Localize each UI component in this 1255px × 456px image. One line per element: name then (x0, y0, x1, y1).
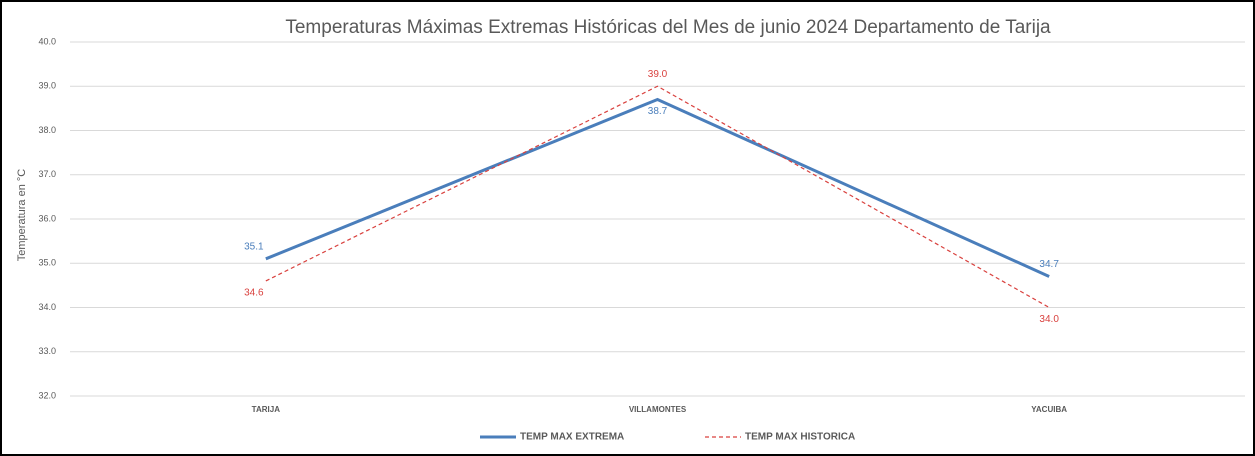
y-tick-label: 38.0 (38, 125, 56, 135)
legend-label: TEMP MAX EXTREMA (520, 432, 624, 443)
data-label: 38.7 (648, 106, 668, 117)
y-tick-label: 33.0 (38, 346, 56, 356)
data-label: 34.7 (1039, 259, 1059, 270)
y-tick-label: 35.0 (38, 258, 56, 268)
x-tick-label: YACUIBA (1031, 405, 1067, 414)
y-tick-label: 37.0 (38, 169, 56, 179)
y-tick-label: 36.0 (38, 213, 56, 223)
x-tick-label: VILLAMONTES (629, 405, 687, 414)
data-label: 34.6 (244, 288, 264, 299)
y-tick-label: 39.0 (38, 81, 56, 91)
chart-title: Temperaturas Máximas Extremas Históricas… (285, 17, 1051, 38)
data-label: 39.0 (648, 69, 668, 80)
y-tick-label: 40.0 (38, 36, 56, 46)
y-axis-label: Temperatura en °C (16, 169, 28, 261)
series-line (265, 97, 1050, 278)
y-tick-label: 32.0 (38, 390, 56, 400)
legend-label: TEMP MAX HISTORICA (745, 432, 855, 443)
x-tick-label: TARIJA (252, 405, 281, 414)
data-label: 34.0 (1039, 314, 1059, 325)
series-line (265, 85, 1050, 309)
y-tick-label: 34.0 (38, 302, 56, 312)
data-label: 35.1 (244, 241, 264, 252)
